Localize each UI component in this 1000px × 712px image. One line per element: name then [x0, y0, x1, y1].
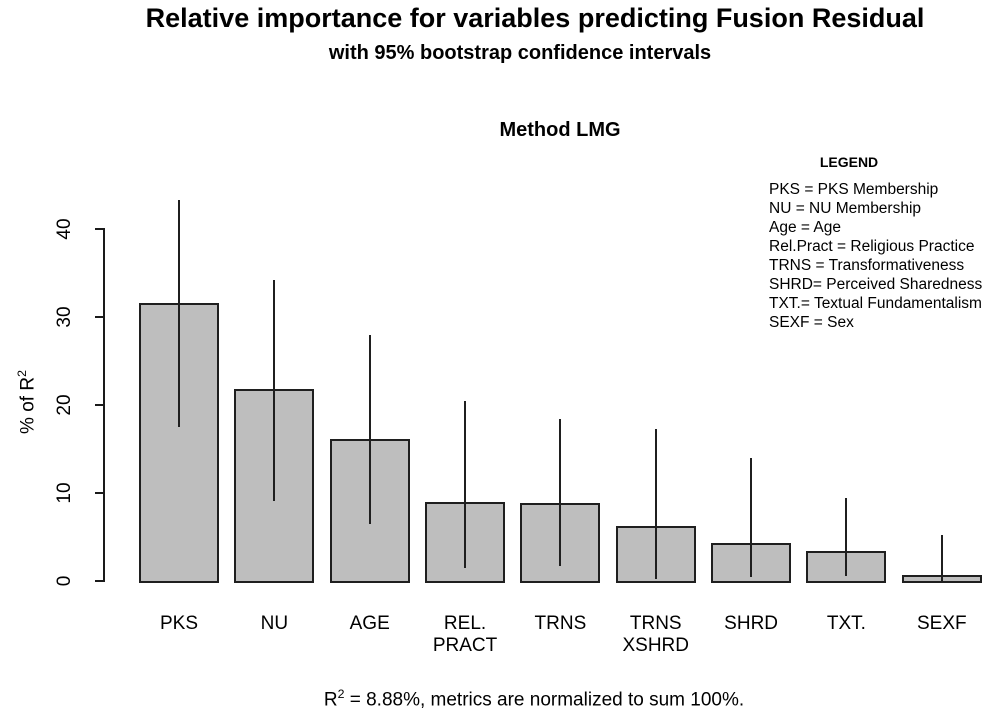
x-label-line: NU [260, 613, 289, 634]
legend-line: Rel.Pract = Religious Practice [769, 238, 975, 255]
x-label-line: TRNS [534, 613, 587, 634]
error-bar-SEXF [940, 535, 943, 581]
legend-line: NU = NU Membership [769, 200, 922, 217]
caption-r: R [323, 689, 338, 711]
caption: R2 = 8.88%, metrics are normalized to su… [324, 687, 744, 711]
x-label-TRNS: TRNS [510, 613, 610, 635]
caption-text: = 8.88%, metrics are normalized to sum 1… [344, 689, 745, 711]
y-axis-label-superscript: 2 [15, 370, 29, 377]
legend-line: Age = Age [769, 219, 841, 236]
error-bar-NU [273, 280, 276, 501]
x-label-line: REL. [443, 613, 487, 634]
x-label-PKS: PKS [129, 613, 229, 635]
x-label-SHRD: SHRD [701, 613, 801, 635]
y-tick [95, 404, 104, 406]
x-label-SEXF: SEXF [892, 613, 992, 635]
x-label-line: SEXF [916, 613, 967, 634]
y-axis-label: % of R2 [10, 332, 38, 472]
y-axis-line [103, 228, 105, 582]
error-bar-SHRD [750, 457, 753, 578]
x-label-line: AGE [349, 613, 390, 634]
y-tick [95, 492, 104, 494]
x-label-line: TXT. [826, 613, 866, 634]
x-label-line: XSHRD [622, 635, 689, 656]
y-tick-label: 20 [54, 394, 75, 416]
y-tick-label: 10 [54, 482, 75, 504]
error-bar-TRNS XSHRD [654, 428, 657, 580]
x-label-TXT.: TXT. [796, 613, 896, 635]
x-label-line: PRACT [432, 635, 498, 656]
chart-title: Relative importance for variables predic… [145, 3, 925, 33]
x-label-line: TRNS [629, 613, 682, 634]
error-bar-REL. PRACT [464, 400, 467, 568]
y-tick [95, 580, 104, 582]
x-label-REL. PRACT: REL. PRACT [415, 613, 515, 657]
error-bar-AGE [368, 334, 371, 524]
y-tick-label: 40 [54, 218, 75, 240]
legend-line: SEXF = Sex [769, 314, 854, 331]
y-tick-label: 0 [54, 575, 75, 587]
y-tick [95, 316, 104, 318]
legend-line: SHRD= Perceived Sharedness [769, 276, 983, 293]
y-tick-label: 30 [54, 306, 75, 328]
error-bar-PKS [178, 199, 180, 427]
x-label-AGE: AGE [320, 613, 420, 635]
caption-superscript: 2 [337, 687, 345, 701]
legend-line: TXT.= Textual Fundamentalism [769, 295, 982, 312]
x-label-NU: NU [224, 613, 324, 635]
legend-line: PKS = PKS Membership [769, 181, 939, 198]
legend-items: PKS = PKS Membership NU = NU Membership Ag… [769, 180, 1000, 332]
legend-line: TRNS = Transformativeness [769, 257, 965, 274]
error-bar-TXT. [845, 498, 848, 576]
x-label-line: SHRD [724, 613, 779, 634]
y-tick [95, 228, 104, 230]
method-title: Method LMG [499, 119, 621, 141]
x-label-line: PKS [159, 613, 199, 634]
y-axis-label-text: % of R [17, 376, 39, 434]
error-bar-TRNS [559, 419, 562, 567]
legend-title: LEGEND [819, 154, 879, 170]
x-label-TRNS XSHRD: TRNS XSHRD [606, 613, 706, 657]
chart-subtitle: with 95% bootstrap confidence intervals [328, 42, 712, 64]
bar-REL. PRACT [425, 501, 506, 583]
